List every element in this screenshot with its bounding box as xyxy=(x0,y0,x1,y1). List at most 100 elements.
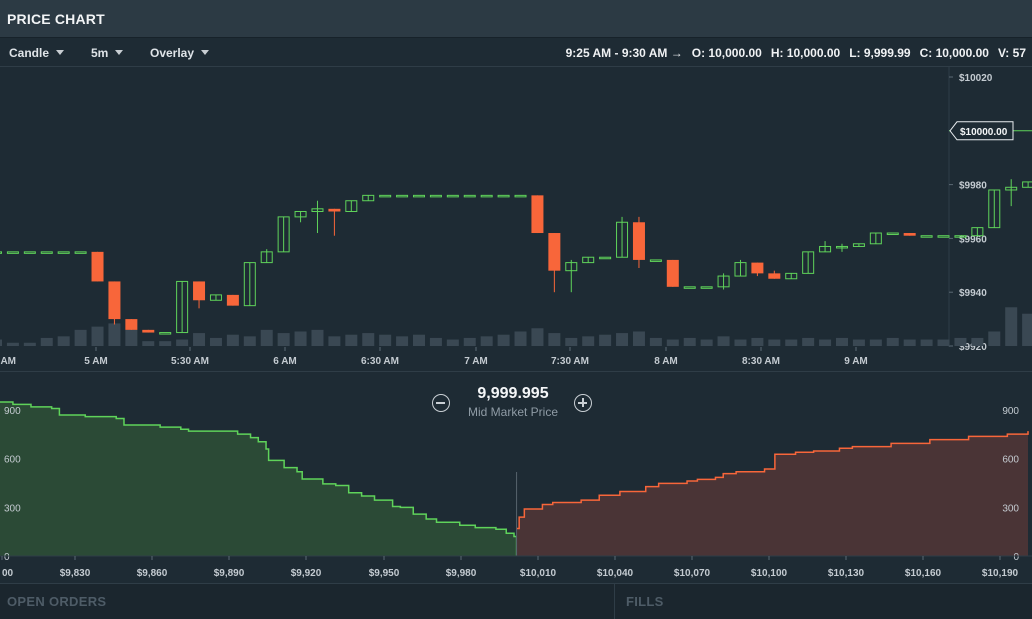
volume-bar xyxy=(565,337,578,346)
volume-bar xyxy=(0,339,2,346)
candle-body xyxy=(649,259,662,262)
volume-bar xyxy=(886,337,899,346)
candle-body xyxy=(23,251,36,254)
zoom-in-button[interactable] xyxy=(574,394,592,412)
candle-body xyxy=(734,262,747,277)
candle-body xyxy=(785,272,798,280)
chart-type-label: Candle xyxy=(9,45,50,60)
chart-type-dropdown[interactable]: Candle xyxy=(9,39,65,66)
candle-body xyxy=(396,194,409,198)
zoom-out-button[interactable] xyxy=(432,394,450,412)
volume-bar xyxy=(1005,307,1018,346)
volume-bar xyxy=(142,341,155,346)
candle-body xyxy=(1022,181,1032,188)
candle-body xyxy=(903,233,916,236)
candle-body xyxy=(700,286,713,289)
volume-bar xyxy=(362,333,375,346)
overlay-dropdown[interactable]: Overlay xyxy=(150,39,210,66)
candle-body xyxy=(616,221,629,258)
y-tick-label: $9980 xyxy=(959,181,987,192)
x-tick-label: 9 AM xyxy=(844,356,868,367)
volume-bar xyxy=(582,336,595,346)
volume-bar xyxy=(937,339,950,346)
fills-tab[interactable]: FILLS xyxy=(626,594,664,609)
volume-bar xyxy=(345,334,358,346)
depth-x-tick-label: $10,040 xyxy=(597,568,634,579)
x-tick-label: 7 AM xyxy=(464,356,488,367)
candle-body xyxy=(294,211,307,218)
candle-body xyxy=(429,194,442,198)
last-price-label: $10000.00 xyxy=(960,127,1008,138)
ohlc-range: 9:25 AM - 9:30 AM → xyxy=(565,46,683,60)
x-tick-label: 8 AM xyxy=(654,356,678,367)
interval-label: 5m xyxy=(91,45,109,60)
volume-bar xyxy=(125,329,138,346)
chevron-down-icon xyxy=(115,50,124,55)
candle-body xyxy=(751,262,764,274)
volume-bar xyxy=(531,328,544,346)
volume-bar xyxy=(768,339,781,346)
depth-x-tick-label: 00 xyxy=(2,568,14,579)
volume-bar xyxy=(734,339,747,346)
depth-y-tick-left: 600 xyxy=(4,455,21,466)
x-tick-label: 5 AM xyxy=(84,356,108,367)
open-orders-tab[interactable]: OPEN ORDERS xyxy=(7,594,107,609)
candle-body xyxy=(362,194,375,202)
volume-bar xyxy=(497,334,510,346)
volume-bar xyxy=(429,337,442,346)
depth-y-tick-right: 900 xyxy=(1002,406,1019,417)
volume-bar xyxy=(396,336,409,346)
depth-y-tick-left: 300 xyxy=(4,503,21,514)
volume-bar xyxy=(785,339,798,346)
candle-body xyxy=(6,251,19,254)
volume-bar xyxy=(463,337,476,346)
bid-depth-area xyxy=(0,402,517,556)
panel-divider xyxy=(614,584,615,619)
volume-bar xyxy=(209,337,222,346)
mid-price-label: Mid Market Price xyxy=(467,405,559,419)
volume-bar xyxy=(294,331,307,346)
ask-depth-area xyxy=(516,431,1028,556)
x-tick-label: 8:30 AM xyxy=(742,356,780,367)
candle-body xyxy=(920,235,933,238)
depth-x-tick-label: $10,160 xyxy=(905,568,942,579)
last-price-tag xyxy=(949,121,1014,141)
depth-y-tick-right: 0 xyxy=(1013,552,1019,563)
depth-x-tick-label: $9,890 xyxy=(214,568,245,579)
volume-bar xyxy=(700,339,713,346)
volume-bar xyxy=(836,337,848,346)
candle-body xyxy=(988,189,1001,229)
depth-x-tick-label: $10,130 xyxy=(828,568,865,579)
depth-x-tick-label: $9,950 xyxy=(369,568,400,579)
candle-body xyxy=(176,280,189,334)
candle-body xyxy=(852,243,865,247)
depth-x-tick-label: $10,100 xyxy=(751,568,788,579)
volume-bar xyxy=(819,339,832,346)
candle-body xyxy=(802,251,815,274)
volume-bar xyxy=(954,337,967,346)
depth-x-tick-label: $10,010 xyxy=(520,568,557,579)
ohlc-volume: V: 57 xyxy=(997,46,1026,60)
candle-body xyxy=(226,294,239,306)
volume-bar xyxy=(616,333,629,346)
price-chart[interactable]: $10020 $9980 $9960 $9940 $9920 $10000.00 4:30 … xyxy=(0,67,1032,371)
candle-body xyxy=(413,194,425,198)
y-tick-label: $10020 xyxy=(959,73,993,84)
chart-divider xyxy=(0,371,1032,372)
ohlc-high: H: 10,000.00 xyxy=(770,46,841,60)
interval-dropdown[interactable]: 5m xyxy=(91,39,124,66)
candle-body xyxy=(0,251,2,254)
volume-bar xyxy=(226,334,239,346)
volume-bar xyxy=(40,337,53,346)
depth-x-tick-label: $9,920 xyxy=(291,568,322,579)
volume-bar xyxy=(91,326,104,346)
volume-bar xyxy=(649,337,662,346)
depth-y-tick-right: 600 xyxy=(1002,455,1019,466)
chevron-down-icon xyxy=(56,50,65,55)
volume-bar xyxy=(632,331,645,346)
y-tick-label: $9920 xyxy=(959,342,987,353)
volume-bar xyxy=(176,339,189,346)
volume-bar xyxy=(903,339,916,346)
candle-body xyxy=(57,251,70,254)
